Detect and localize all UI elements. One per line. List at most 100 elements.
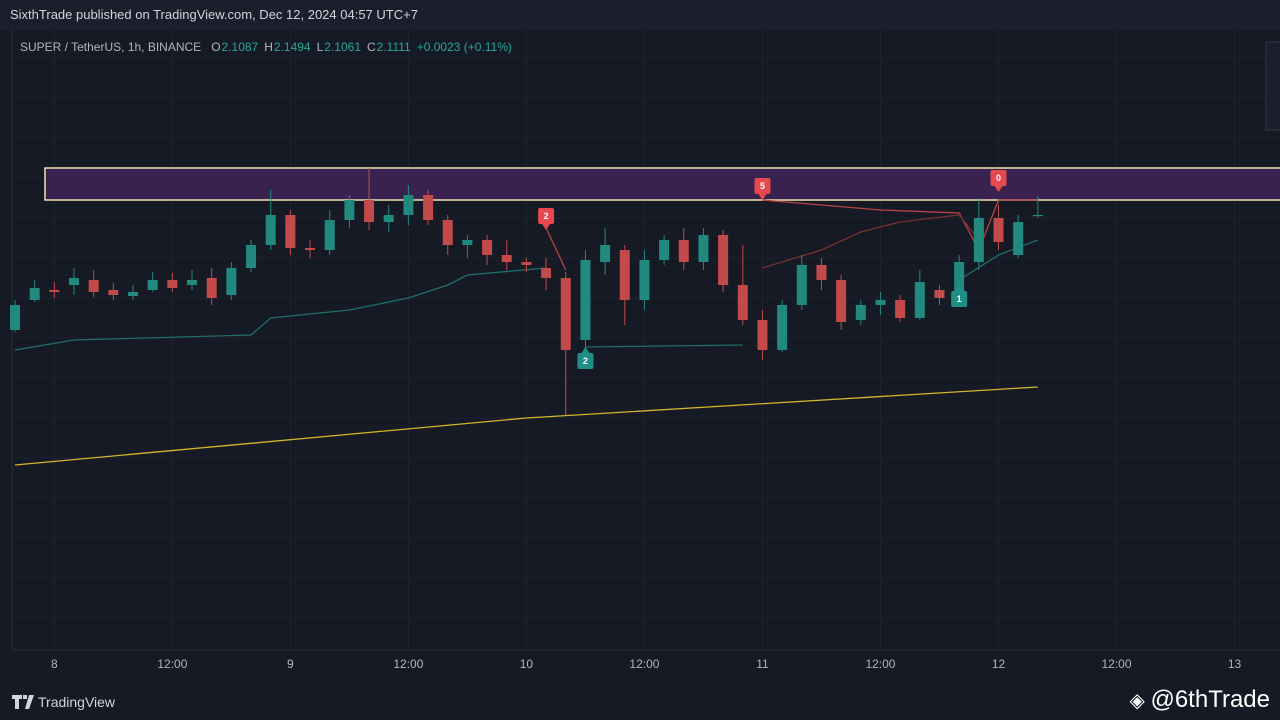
ohlc-value: 2.1087: [221, 40, 259, 54]
candle-body: [521, 262, 532, 265]
ohlc-letter: O: [211, 40, 221, 54]
x-tick-label: 9: [287, 657, 294, 671]
candle-body: [737, 285, 748, 320]
candle-body: [88, 280, 99, 292]
candle-body: [836, 280, 847, 322]
candle-body: [226, 268, 237, 295]
candle-body: [501, 255, 512, 262]
signal-marker: [538, 208, 555, 224]
candle-body: [678, 240, 689, 262]
x-tick-label: 10: [520, 657, 534, 671]
candle-body: [757, 320, 768, 350]
candle-body: [187, 280, 198, 285]
x-tick-label: 8: [51, 657, 58, 671]
signal-marker: [990, 170, 1007, 186]
candle-body: [1013, 222, 1024, 255]
footer: TradingView ◈ @6thTrade: [0, 685, 1280, 720]
indicator-line: [14, 239, 1039, 351]
candle-body: [423, 195, 434, 220]
signal-marker: [754, 178, 771, 194]
resistance-zone: [44, 167, 1280, 201]
x-tick-label: 12:00: [157, 657, 187, 671]
candle-body: [934, 290, 945, 298]
candle-body: [364, 200, 375, 222]
ohlc-letter: H: [264, 40, 273, 54]
signal-pointer: [994, 186, 1003, 192]
signal-marker: [951, 291, 968, 307]
candle-body: [698, 235, 709, 262]
signal-pointer: [955, 285, 964, 291]
tv-logo: [12, 695, 34, 709]
ohlc-value: 2.1494: [273, 40, 311, 54]
candle-body: [147, 280, 158, 290]
brand: TradingView: [38, 694, 116, 710]
x-tick-label: 13: [1228, 657, 1242, 671]
x-tick-label: 12: [992, 657, 1006, 671]
candle-body: [69, 278, 80, 285]
signal-label: 2: [544, 211, 549, 221]
x-tick-label: 12:00: [393, 657, 423, 671]
candle-body: [482, 240, 493, 255]
signal-label: 5: [760, 181, 765, 191]
candle-body: [855, 305, 866, 320]
candle-body: [816, 265, 827, 280]
candle-body: [560, 278, 571, 350]
candle-body: [49, 290, 60, 292]
candle-body: [324, 220, 335, 250]
candle-body: [954, 262, 965, 292]
candle-body: [305, 248, 316, 250]
candle-body: [659, 240, 670, 260]
candle-body: [108, 290, 119, 295]
candle-body: [403, 195, 414, 215]
candle-body: [973, 218, 984, 262]
candle-body: [344, 200, 355, 220]
signal-pointer: [758, 194, 767, 200]
side-panel: [1265, 41, 1280, 131]
publish-bar: SixthTrade published on TradingView.com,…: [0, 0, 1280, 30]
candle-body: [29, 288, 40, 300]
ohlc-letter: L: [316, 40, 324, 54]
candle-body: [1032, 214, 1043, 217]
candle-body: [718, 235, 729, 285]
x-tick-label: 12:00: [865, 657, 895, 671]
signal-label: 2: [583, 356, 588, 366]
candle-body: [128, 292, 139, 296]
ohlc-legend: SUPER / TetherUS, 1h, BINANCE O2.1087 H2.1…: [20, 40, 518, 54]
candle-body: [442, 220, 453, 245]
ohlc-value: 2.1111: [376, 40, 411, 54]
signal-label: 1: [957, 294, 962, 304]
change: +0.0023 (+0.11%): [416, 40, 512, 54]
watermark-text: @6thTrade: [1150, 686, 1270, 713]
publish-text: SixthTrade published on TradingView.com,…: [10, 7, 418, 22]
candle-body: [285, 215, 296, 248]
candle-body: [246, 245, 257, 268]
candle-body: [914, 282, 925, 318]
candle-body: [619, 250, 630, 300]
watermark: ◈ @6thTrade: [1129, 686, 1270, 713]
candle-body: [206, 278, 217, 298]
x-tick-label: 12:00: [629, 657, 659, 671]
candle-body: [875, 300, 886, 305]
candle-body: [383, 215, 394, 222]
ohlc-value: 2.1061: [324, 40, 361, 54]
candle-body: [541, 268, 552, 278]
candle-body: [265, 215, 276, 245]
candle-body: [462, 240, 473, 245]
candle-body: [580, 260, 591, 340]
indicator-line: [14, 386, 1038, 466]
signal-pointer: [542, 224, 551, 230]
candle-body: [10, 305, 20, 330]
x-tick-label: 12:00: [1102, 657, 1132, 671]
candle-body: [895, 300, 906, 318]
candle-body: [167, 280, 178, 288]
signal-pointer: [581, 347, 590, 353]
signal-marker: [577, 353, 594, 369]
candle-body: [777, 305, 788, 350]
candle-body: [600, 245, 611, 262]
candle-body: [993, 218, 1004, 242]
ohlc-letter: C: [367, 40, 376, 54]
indicator-line: [545, 199, 1038, 271]
x-tick-label: 11: [756, 657, 769, 671]
